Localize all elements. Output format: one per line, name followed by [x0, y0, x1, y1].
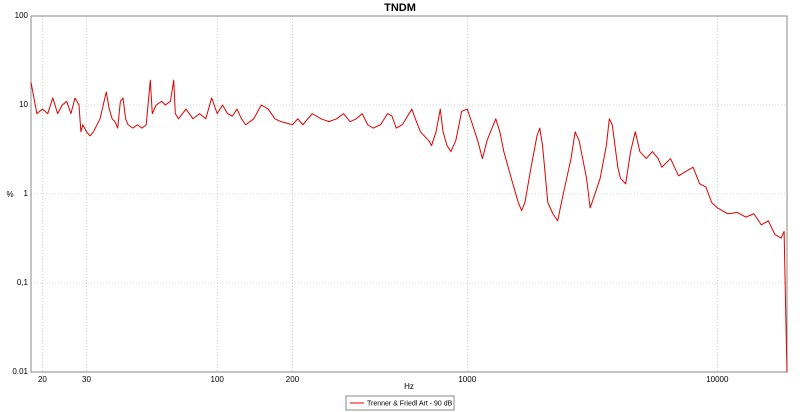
y-tick-label: 1: [24, 189, 29, 198]
y-axis-label: %: [6, 190, 13, 199]
plot-frame: [30, 15, 788, 373]
y-tick-label: 10: [19, 100, 28, 109]
y-tick-label: 0.01: [12, 367, 28, 376]
x-tick-label: 10000: [706, 375, 729, 384]
x-tick-label: 1000: [458, 375, 476, 384]
x-axis-label: Hz: [404, 382, 414, 391]
x-tick-label: 30: [82, 375, 91, 384]
y-tick-label: 0,1: [17, 278, 29, 287]
lines: [30, 79, 788, 373]
x-tick-label: 200: [286, 375, 300, 384]
chart-title: TNDM: [384, 2, 416, 14]
legend-box: [345, 395, 455, 411]
x-tick-label: 20: [38, 375, 47, 384]
y-tick-label: 100: [15, 11, 29, 20]
x-tick-label: 100: [211, 375, 225, 384]
legend-label: Trenner & Friedl Art - 90 dB: [367, 400, 453, 407]
data-line: [30, 79, 788, 373]
